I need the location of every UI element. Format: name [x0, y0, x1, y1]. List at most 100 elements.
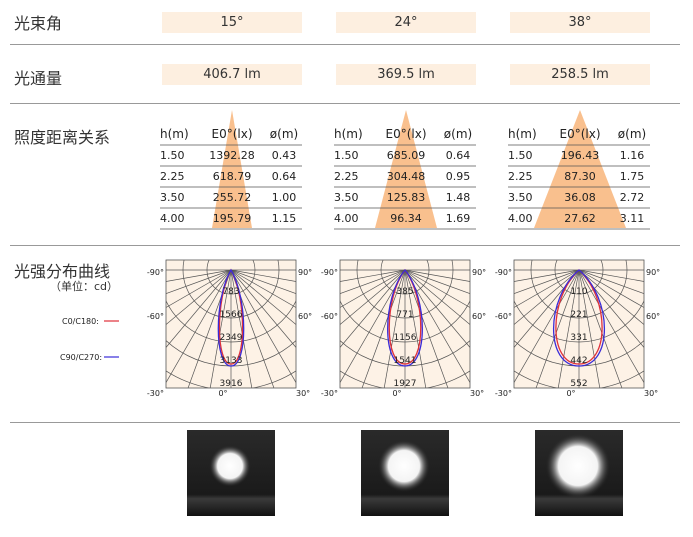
unit-label: （单位：cd）	[50, 280, 119, 293]
row-label: 光强分布曲线	[14, 262, 111, 281]
polar-spoke	[230, 269, 296, 384]
table-header: h(m)	[334, 127, 363, 141]
table-cell: 1.50	[508, 149, 533, 162]
table-cell: 0.64	[446, 149, 471, 162]
flux-value: 369.5 lm	[336, 64, 476, 85]
polar-spoke	[514, 269, 580, 282]
row-label: 光通量	[14, 69, 63, 88]
polar-spoke	[230, 269, 296, 349]
separator	[10, 245, 680, 246]
angle-label: -60°	[321, 312, 338, 321]
table-cell: 125.83	[387, 191, 426, 204]
table-cell: 2.25	[334, 170, 359, 183]
angle-label: 30°	[470, 389, 484, 398]
polar-spoke	[166, 269, 232, 308]
intensity-curve	[218, 268, 244, 365]
ring-label: 385	[396, 287, 413, 297]
ring-label: 442	[570, 356, 587, 366]
table-cell: 1.50	[160, 149, 185, 162]
ring-label: 1541	[394, 356, 417, 366]
polar-spoke	[557, 269, 580, 388]
table-cell: 27.62	[564, 212, 596, 225]
table-cell: 96.34	[390, 212, 422, 225]
polar-grid	[514, 260, 644, 388]
flux-value: 406.7 lm	[162, 64, 302, 85]
intensity-curve	[555, 269, 603, 365]
light-spot	[378, 440, 430, 492]
angle-label: -90°	[495, 268, 512, 277]
table-cell: 4.00	[334, 212, 359, 225]
table-cell: 3.50	[334, 191, 359, 204]
table-header: E0°(lx)	[211, 127, 252, 141]
angle-label: 90°	[646, 268, 660, 277]
table-header: ø(m)	[270, 127, 298, 141]
angle-label: -60°	[495, 312, 512, 321]
ring-label: 221	[570, 310, 587, 320]
table-cell: 2.25	[508, 170, 533, 183]
polar-spoke	[578, 269, 644, 325]
table-cell: 685.09	[387, 149, 426, 162]
light-cone	[212, 110, 252, 228]
table-cell: 255.72	[213, 191, 252, 204]
polar-spoke	[514, 269, 580, 384]
polar-spoke	[340, 269, 406, 308]
ring-label: 331	[570, 333, 587, 343]
ring-label: 552	[570, 379, 587, 389]
polar-spoke	[340, 269, 406, 282]
angle-label: 90°	[298, 268, 312, 277]
table-header: ø(m)	[444, 127, 472, 141]
table-cell: 36.08	[564, 191, 596, 204]
table-cell: 1392.28	[209, 149, 255, 162]
row-label: 光束角	[14, 14, 63, 33]
intensity-curve	[217, 268, 245, 367]
angle-label: 30°	[296, 389, 310, 398]
intensity-curve	[553, 269, 605, 367]
beam-angle-value: 15°	[162, 12, 302, 33]
table-cell: 3.50	[508, 191, 533, 204]
angle-label: -30°	[321, 389, 338, 398]
table-cell: 2.72	[620, 191, 645, 204]
table-header: h(m)	[160, 127, 189, 141]
row-label: 照度距离关系	[14, 128, 111, 147]
ring-label: 1566	[220, 310, 243, 320]
table-cell: 304.48	[387, 170, 426, 183]
table-cell: 1.15	[272, 212, 297, 225]
polar-spoke	[578, 269, 644, 349]
polar-spoke	[166, 269, 232, 384]
polar-spoke	[230, 269, 296, 308]
light-spot	[209, 445, 251, 487]
polar-spoke	[578, 269, 623, 388]
polar-spoke	[230, 269, 275, 388]
ring-label: 110	[570, 287, 587, 297]
table-cell: 2.25	[160, 170, 185, 183]
table-cell: 1.00	[272, 191, 297, 204]
polar-spoke	[514, 269, 580, 325]
beam-angle-value: 24°	[336, 12, 476, 33]
table-cell: 0.43	[272, 149, 297, 162]
angle-label: 60°	[646, 312, 660, 321]
polar-spoke	[383, 269, 406, 388]
polar-spoke	[404, 269, 470, 325]
polar-spoke	[404, 269, 427, 388]
polar-spoke	[361, 269, 406, 388]
table-cell: 1.48	[446, 191, 471, 204]
ring-label: 1156	[394, 333, 417, 343]
polar-spoke	[209, 269, 232, 388]
table-cell: 1.16	[620, 149, 645, 162]
separator	[10, 103, 680, 104]
angle-label: 60°	[472, 312, 486, 321]
polar-spoke	[514, 269, 580, 349]
polar-spoke	[166, 269, 232, 295]
table-header: ø(m)	[618, 127, 646, 141]
polar-spoke	[166, 269, 232, 282]
polar-spoke	[404, 269, 470, 308]
table-cell: 4.00	[160, 212, 185, 225]
polar-spoke	[578, 269, 644, 384]
ring-label: 3916	[220, 379, 243, 389]
polar-spoke	[535, 269, 580, 388]
polar-spoke	[230, 269, 296, 295]
table-cell: 1.75	[620, 170, 645, 183]
ring-label: 771	[396, 310, 413, 320]
